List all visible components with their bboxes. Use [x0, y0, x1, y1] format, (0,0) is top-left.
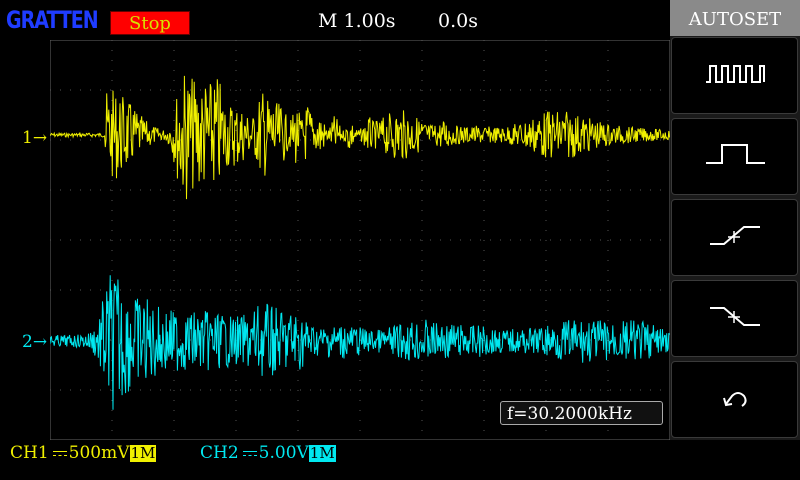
waveform-display[interactable] [50, 40, 670, 440]
square-wave-button[interactable] [671, 37, 798, 114]
ch2-label: CH2 [200, 443, 239, 463]
ch2-impedance-badge: 1M [308, 444, 336, 462]
ch1-marker-label: 1 [22, 128, 33, 148]
falling-edge-button[interactable] [671, 280, 798, 357]
falling-edge-icon [710, 307, 760, 326]
single-pulse-button[interactable] [671, 118, 798, 195]
autoset-header: AUTOSET [670, 0, 800, 36]
single-pulse-icon [706, 144, 765, 164]
ch1-impedance-badge: 1M [129, 444, 157, 462]
square-wave-icon [706, 65, 765, 83]
ch2-volts-div: 5.00V [258, 443, 309, 463]
dc-coupling-icon [52, 451, 67, 456]
ch1-waveform [50, 75, 670, 200]
undo-button[interactable] [671, 361, 798, 438]
run-stop-button[interactable]: Stop [110, 11, 190, 35]
ch1-label: CH1 [10, 443, 49, 463]
ch2-ground-marker[interactable]: 2→ [22, 332, 48, 352]
frequency-readout: f=30.2000kHz [500, 401, 663, 425]
trigger-position-readout[interactable]: 0.0s [438, 10, 478, 32]
undo-icon [723, 392, 747, 407]
dc-coupling-icon [242, 451, 257, 456]
ch2-waveform [50, 275, 670, 410]
ch1-status[interactable]: CH1 500mV1M [10, 443, 157, 463]
ch2-status[interactable]: CH2 5.00V1M [200, 443, 336, 463]
rising-edge-button[interactable] [671, 199, 798, 276]
ch2-marker-label: 2 [22, 332, 33, 352]
brand-logo: GRATTEN [6, 6, 99, 34]
ch1-volts-div: 500mV [68, 443, 130, 463]
ch1-ground-marker[interactable]: 1→ [22, 128, 48, 148]
timebase-readout[interactable]: M 1.00s [318, 10, 396, 32]
rising-edge-icon [710, 226, 760, 245]
